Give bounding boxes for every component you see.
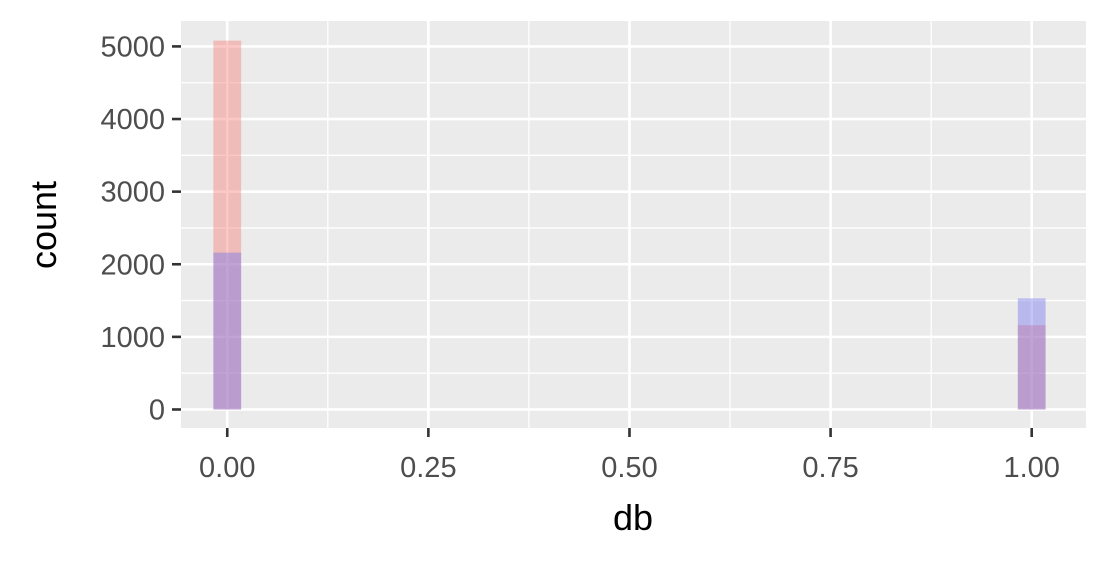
y-axis: 0 1000 2000 3000 4000 5000 — [100, 31, 181, 426]
y-tick-label: 2000 — [100, 249, 165, 281]
x-tick-label: 0.75 — [802, 452, 858, 484]
plot-panel — [181, 21, 1086, 428]
histogram-bar-series-2 — [213, 252, 242, 410]
x-tick-label: 0.00 — [199, 452, 255, 484]
histogram-bar-series-1 — [213, 40, 242, 410]
x-tick-label: 0.25 — [400, 452, 456, 484]
y-tick-label: 5000 — [100, 31, 165, 63]
histogram-bar-series-1 — [1017, 325, 1046, 410]
minor-gridlines — [181, 21, 1086, 428]
y-axis-title: count — [23, 181, 64, 269]
major-gridlines — [181, 21, 1086, 428]
x-axis-title: db — [613, 497, 653, 538]
y-tick-label: 4000 — [100, 104, 165, 136]
y-tick-label: 0 — [149, 394, 165, 426]
y-tick-label: 3000 — [100, 177, 165, 209]
x-tick-label: 1.00 — [1003, 452, 1059, 484]
x-tick-label: 0.50 — [601, 452, 657, 484]
histogram-bar-series-2 — [1017, 298, 1046, 410]
y-tick-label: 1000 — [100, 322, 165, 354]
histogram-bars — [213, 40, 1046, 410]
x-axis: 0.00 0.25 0.50 0.75 1.00 — [199, 428, 1060, 484]
